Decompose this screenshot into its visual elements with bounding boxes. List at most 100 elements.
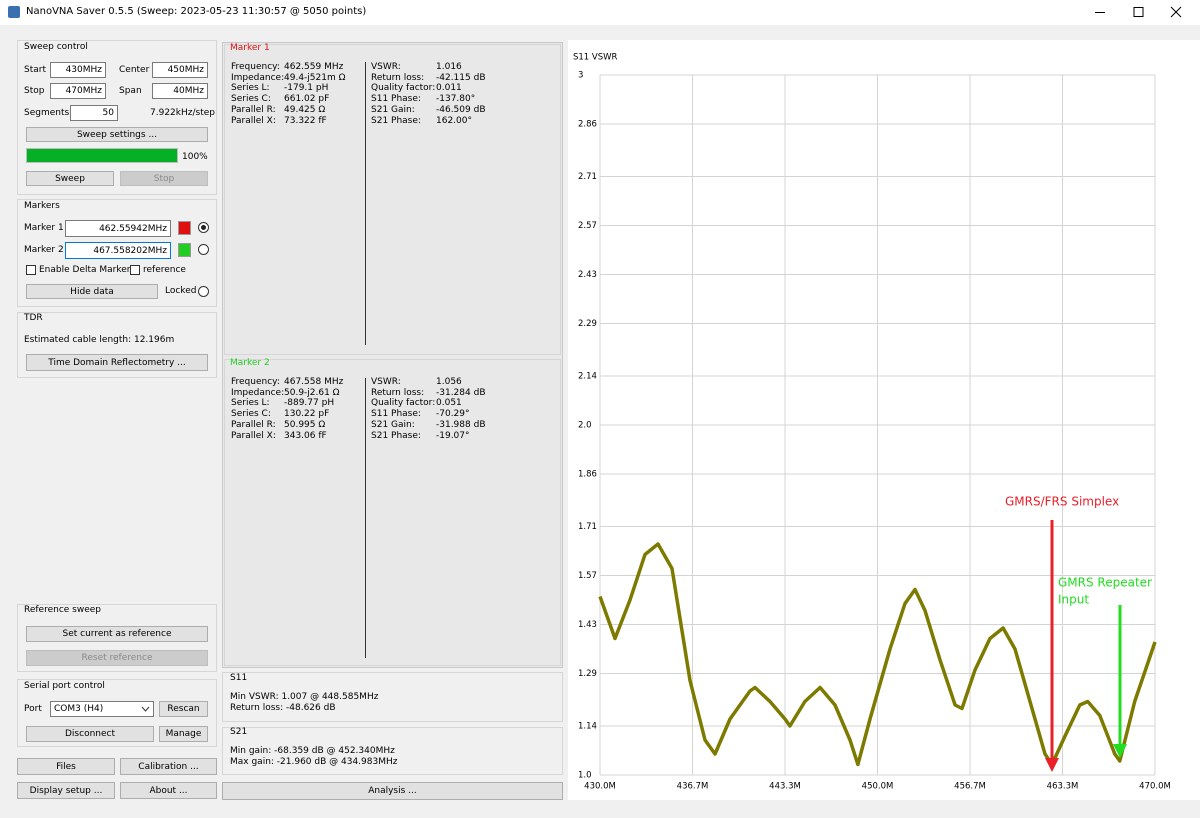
center-input[interactable]: 450MHz (152, 62, 208, 78)
s11-group (222, 672, 563, 722)
field-label: Parallel R: (231, 419, 276, 430)
marker2-group (224, 359, 561, 666)
marker1-input[interactable]: 462.55942MHz (65, 220, 171, 237)
files-button[interactable]: Files (17, 758, 115, 775)
sweep-settings-button[interactable]: Sweep settings ... (26, 127, 208, 142)
field-label: Quality factor: (371, 398, 436, 409)
rescan-button[interactable]: Rescan (159, 701, 208, 717)
y-tick-label: 2.86 (578, 120, 597, 130)
maximize[interactable] (1133, 7, 1144, 17)
marker2-radio[interactable] (198, 244, 209, 255)
label: Marker 2 (24, 245, 64, 255)
stop-button: Stop (120, 171, 208, 186)
reference-checkbox[interactable] (130, 265, 140, 275)
field-value: 0.011 (436, 83, 462, 94)
field-value: -70.29° (436, 409, 470, 420)
annotation-arrowhead (1113, 744, 1127, 758)
field-value: 162.00° (436, 115, 472, 126)
annotation-arrowhead (1045, 758, 1059, 772)
display-setup-button[interactable]: Display setup ... (17, 782, 115, 799)
x-tick-label: 463.3M (1047, 782, 1079, 792)
s11-line: Min VSWR: 1.007 @ 448.585MHz (230, 692, 379, 702)
field-label: Return loss: (371, 72, 425, 83)
s21-group (222, 727, 563, 775)
stop-input[interactable]: 470MHz (50, 83, 106, 99)
group-title: Marker 1 (230, 43, 270, 53)
field-label: Series C: (231, 409, 271, 420)
marker1-radio[interactable] (198, 222, 209, 233)
group-title: Markers (24, 201, 60, 211)
field-label: Quality factor: (371, 83, 436, 94)
marker1-group (224, 44, 561, 355)
marker1-color-button[interactable] (178, 221, 191, 235)
delta-checkbox[interactable] (26, 265, 36, 275)
field-value: 73.322 fF (284, 115, 327, 126)
divider (365, 378, 366, 658)
markers-group (17, 199, 217, 307)
field-value: 49.425 Ω (284, 104, 326, 115)
field-value: 462.559 MHz (284, 62, 344, 72)
radio-dot (201, 225, 206, 230)
label: reference (143, 265, 186, 275)
field-value: -179.1 pH (284, 83, 329, 94)
sweep-button[interactable]: Sweep (26, 171, 114, 186)
divider (365, 62, 366, 345)
y-tick-label: 2.14 (578, 372, 597, 382)
step-size: 7.922kHz/step (150, 108, 215, 118)
segments-input[interactable]: 50 (70, 105, 118, 121)
calibration-button[interactable]: Calibration ... (120, 758, 217, 775)
serial-port-group (17, 679, 217, 747)
disconnect-button[interactable]: Disconnect (26, 726, 154, 742)
field-value: 1.056 (436, 377, 462, 387)
x-tick-label: 470.0M (1139, 782, 1171, 792)
manage-button[interactable]: Manage (159, 726, 208, 742)
field-label: S21 Gain: (371, 419, 415, 430)
annotation-text: GMRS Repeater (1058, 576, 1152, 590)
span-input[interactable]: 40MHz (152, 83, 208, 99)
group-title: Serial port control (24, 681, 105, 691)
reference-sweep-group (17, 604, 217, 672)
group-title: S21 (230, 727, 248, 737)
locked-radio[interactable] (198, 286, 209, 297)
field-value: 661.02 pF (284, 94, 330, 105)
start-input[interactable]: 430MHz (50, 62, 106, 78)
marker2-input[interactable]: 467.558202MHz (65, 242, 171, 259)
field-value: 343.06 fF (284, 430, 327, 441)
marker-info-area (222, 42, 563, 668)
group-title: Reference sweep (24, 605, 102, 615)
app-icon (8, 6, 20, 18)
field-value: 50.9-j2.61 Ω (284, 387, 340, 398)
group-title: TDR (24, 313, 43, 323)
about-button[interactable]: About ... (120, 782, 217, 799)
sweep-control-group (17, 40, 217, 195)
y-tick-label: 2.29 (578, 319, 597, 329)
x-tick-label: 436.7M (677, 782, 709, 792)
analysis-button[interactable]: Analysis ... (222, 782, 563, 800)
close[interactable] (1170, 6, 1182, 18)
label: Segments (24, 108, 70, 118)
field-label: S11 Phase: (371, 409, 421, 420)
field-value: -46.509 dB (436, 104, 486, 115)
field-value: -31.284 dB (436, 387, 486, 398)
marker2-color-button[interactable] (178, 243, 191, 257)
chart-title: S11 VSWR (573, 53, 618, 63)
tdr-group (17, 312, 217, 378)
field-value: 49.4-j521m Ω (284, 72, 346, 83)
label: Stop (24, 86, 45, 96)
field-label: S21 Phase: (371, 430, 421, 441)
label: Span (119, 86, 142, 96)
progress-track (26, 148, 178, 163)
field-value: 0.051 (436, 398, 462, 409)
tdr-button[interactable]: Time Domain Reflectometry ... (26, 354, 208, 371)
field-label: VSWR: (371, 62, 401, 72)
progress-label: 100% (182, 152, 208, 162)
y-tick-label: 3 (578, 71, 583, 81)
hide-data-button[interactable]: Hide data (26, 284, 158, 299)
y-tick-label: 2.57 (578, 221, 597, 231)
field-value: -889.77 pH (284, 398, 335, 409)
port-combobox[interactable]: COM3 (H4) (50, 701, 154, 717)
set-reference-button[interactable]: Set current as reference (26, 626, 208, 642)
dropdown-arrow (141, 706, 150, 712)
label: Marker 1 (24, 223, 64, 233)
